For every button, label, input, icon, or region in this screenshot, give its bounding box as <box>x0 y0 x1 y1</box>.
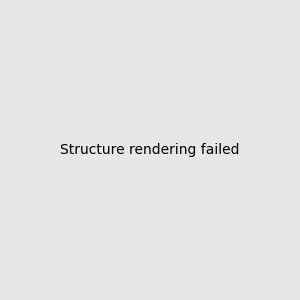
Text: Structure rendering failed: Structure rendering failed <box>60 143 240 157</box>
